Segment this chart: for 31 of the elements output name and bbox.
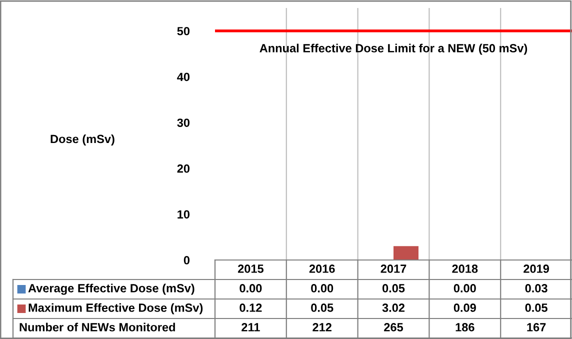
data-label: 3.02 xyxy=(382,304,405,312)
y-tick-label: 10 xyxy=(178,210,190,219)
legend-label: Maximum Effective Dose (mSv) xyxy=(28,303,203,314)
text: 167 xyxy=(527,323,546,332)
y-tick-label: 0 xyxy=(184,256,190,264)
data-label: 0.09 xyxy=(454,304,476,312)
x-tick-label: 2017 xyxy=(380,264,406,273)
data-label: 0.00 xyxy=(240,284,262,292)
data-label: 0.05 xyxy=(311,304,334,312)
data-label: 0.03 xyxy=(525,284,548,292)
text: 186 xyxy=(456,323,474,332)
data-label: 0.12 xyxy=(240,304,262,312)
x-tick-label: 2015 xyxy=(238,264,264,273)
text: Dose (mSv) xyxy=(50,134,114,146)
text: Number of NEWs Monitored xyxy=(20,322,175,332)
y-tick-label: 40 xyxy=(177,72,190,82)
data-label: 0.05 xyxy=(525,304,548,312)
data-label: 0.00 xyxy=(454,284,476,292)
y-tick-label: 30 xyxy=(177,118,190,127)
x-tick-label: 2019 xyxy=(524,264,549,273)
x-tick-label: 2018 xyxy=(452,264,478,273)
y-tick-label: 50 xyxy=(177,26,190,36)
x-tick-label: 2016 xyxy=(309,264,335,273)
text: 211 xyxy=(242,323,260,332)
data-label: 0.00 xyxy=(311,284,334,292)
ref-line-label: Annual Effective Dose Limit for a NEW (50 mSv) xyxy=(260,44,528,55)
text: 265 xyxy=(384,323,404,332)
data-label: 0.05 xyxy=(382,284,405,292)
text: 212 xyxy=(312,323,332,332)
legend-label: Average Effective Dose (mSv) xyxy=(28,284,194,295)
y-tick-label: 20 xyxy=(177,164,190,173)
